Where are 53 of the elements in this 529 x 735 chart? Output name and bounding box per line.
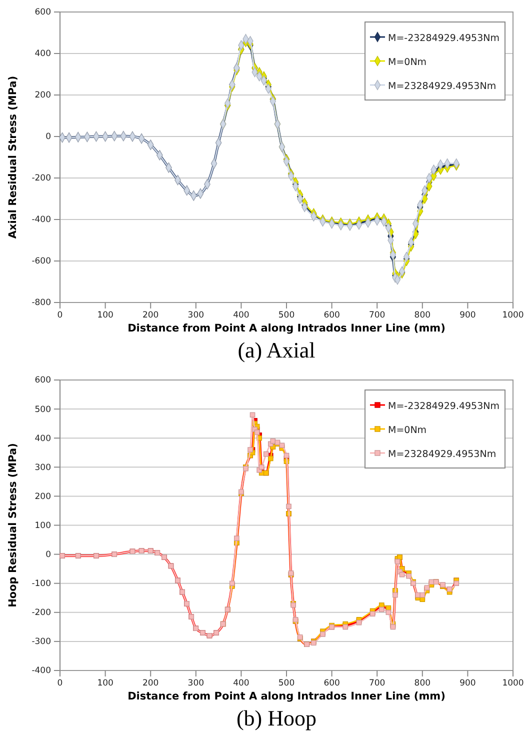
x-tick-label: 600 (324, 310, 340, 321)
y-tick-label: -200 (32, 174, 51, 184)
x-tick-label: 500 (278, 678, 295, 688)
y-tick-label: -400 (32, 215, 51, 226)
y-tick-label: 100 (34, 520, 51, 530)
x-tick-label: 0 (57, 310, 63, 321)
y-tick-label: -400 (32, 666, 51, 676)
x-axis-title: Distance from Point A along Intrados Inner Line (mm) (128, 322, 446, 334)
x-tick-label: 200 (142, 310, 159, 321)
x-tick-label: 800 (414, 678, 431, 688)
y-tick-label: 500 (34, 404, 51, 414)
y-tick-label: -100 (32, 578, 51, 589)
y-tick-label: 600 (34, 8, 51, 18)
text: (b) Hoop (236, 705, 317, 730)
y-tick-label: 600 (34, 375, 51, 386)
x-tick-label: 700 (368, 310, 386, 321)
y-tick-label: 200 (34, 491, 51, 502)
x-tick-label: 900 (460, 310, 476, 321)
legend-label: M=-23284929.4953Nm (388, 33, 500, 44)
x-tick-label: 800 (414, 310, 431, 321)
y-tick-label: -200 (32, 608, 51, 618)
legend-label: M=-23284929.4953Nm (388, 400, 500, 412)
x-tick-label: 1000 (502, 310, 524, 321)
x-tick-label: 700 (368, 678, 386, 688)
x-tick-label: 200 (142, 678, 159, 688)
legend-label: M=0Nm (388, 424, 427, 436)
y-tick-label: -600 (32, 256, 51, 267)
x-tick-label: 100 (97, 678, 114, 688)
x-tick-label: 0 (57, 678, 63, 688)
y-tick-label: -300 (32, 636, 51, 647)
text: (a) Axial (238, 338, 316, 362)
x-tick-label: 100 (97, 310, 114, 321)
y-tick-label: 0 (46, 132, 51, 142)
y-tick-label: 0 (46, 550, 51, 560)
x-tick-label: 400 (233, 310, 250, 321)
y-tick-label: 200 (34, 90, 51, 101)
x-tick-label: 600 (324, 678, 340, 688)
y-axis-title: Hoop Residual Stress (MPa) (7, 442, 19, 607)
y-axis-title: Axial Residual Stress (MPa) (7, 76, 19, 239)
y-tick-label: 400 (34, 49, 51, 60)
y-tick-label: -800 (32, 298, 51, 308)
x-tick-label: 300 (188, 678, 204, 688)
y-tick-label: 400 (34, 433, 51, 444)
x-tick-label: 900 (460, 678, 476, 688)
x-axis-title: Distance from Point A along Intrados Inner Line (mm) (128, 690, 446, 702)
legend-label: M=23284929.4953Nm (388, 448, 496, 460)
legend-label: M=23284929.4953Nm (388, 81, 496, 92)
x-tick-label: 400 (233, 678, 250, 688)
y-tick-label: 300 (34, 462, 51, 472)
x-tick-label: 300 (188, 310, 204, 321)
legend-label: M=0Nm (388, 57, 427, 68)
x-tick-label: 500 (278, 310, 295, 321)
x-tick-label: 1000 (502, 678, 524, 688)
